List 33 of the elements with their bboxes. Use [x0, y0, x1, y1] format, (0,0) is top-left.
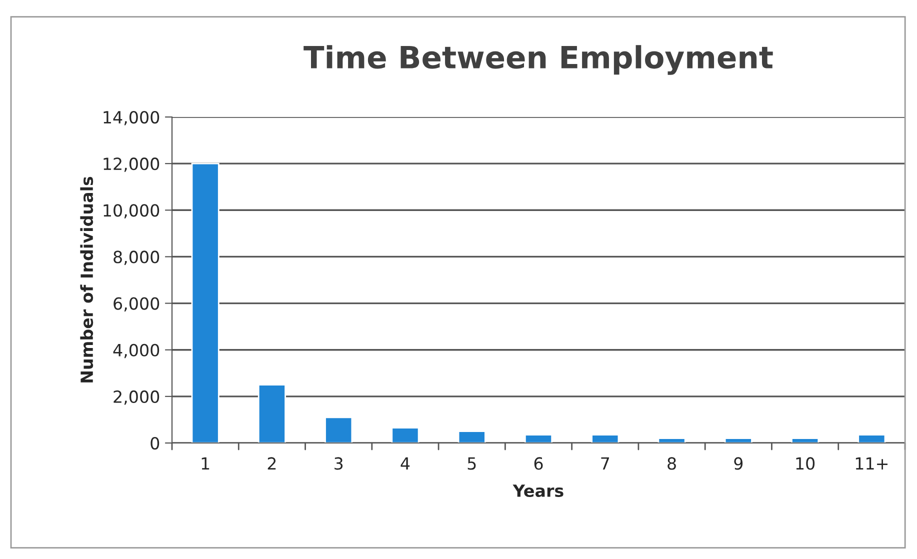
x-tick-label: 5: [468, 457, 476, 470]
y-tick-label: 14,000: [104, 110, 160, 126]
y-axis-title: Number of Individuals: [80, 176, 94, 382]
bar: [791, 438, 820, 443]
y-tick-label: 0: [150, 436, 160, 450]
x-tick-label: 3: [334, 457, 343, 470]
y-tick-label: 8,000: [114, 250, 160, 265]
x-tick-label: 4: [400, 457, 410, 470]
bar: [458, 430, 486, 443]
x-tick-label: 2: [268, 457, 276, 470]
bar: [724, 438, 752, 443]
x-tick-label: 10: [796, 457, 815, 470]
x-tick-label: 7: [601, 457, 610, 470]
chart-title: Time Between Employment: [304, 45, 773, 75]
bar: [391, 427, 420, 443]
bar: [324, 416, 353, 443]
bar: [524, 434, 553, 443]
x-axis-title: Years: [512, 484, 564, 498]
x-tick-label: 11+: [856, 457, 888, 470]
bar: [258, 384, 286, 443]
y-tick-label: 10,000: [104, 204, 160, 218]
bar: [658, 438, 686, 443]
y-tick-label: 6,000: [114, 297, 160, 312]
y-tick-label: 12,000: [104, 158, 160, 172]
y-tick-label: 4,000: [113, 344, 160, 358]
bar: [858, 434, 886, 443]
bar: [591, 434, 620, 443]
x-tick-label: 8: [668, 457, 676, 470]
x-tick-label: 9: [734, 457, 743, 470]
x-tick-label: 6: [534, 457, 543, 470]
y-tick-label: 2,000: [114, 390, 160, 405]
bar: [191, 162, 220, 443]
x-tick-label: 1: [202, 457, 210, 470]
